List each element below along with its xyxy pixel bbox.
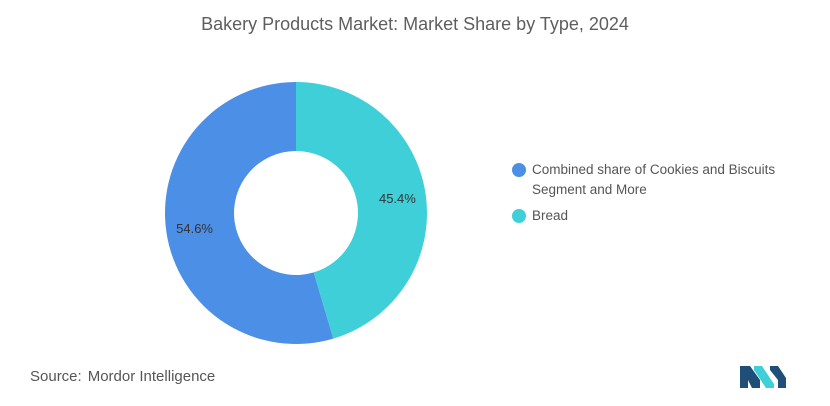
legend-item-cookies-biscuits[interactable]: Combined share of Cookies and Biscuits S… <box>512 160 812 200</box>
legend-swatch-cookies-biscuits <box>512 163 526 177</box>
legend: Combined share of Cookies and Biscuits S… <box>512 160 812 232</box>
donut-slice-label-1: 45.4% <box>379 191 416 206</box>
donut-slice-1[interactable] <box>296 81 427 339</box>
legend-swatch-bread <box>512 209 526 223</box>
donut-slice-label-0: 54.6% <box>176 221 213 236</box>
donut-slice-0[interactable] <box>164 82 334 344</box>
source-label: Source: <box>30 368 82 385</box>
legend-item-bread[interactable]: Bread <box>512 206 812 226</box>
source-note: Source: Mordor Intelligence <box>30 368 215 385</box>
mordor-intelligence-logo-icon <box>740 366 786 388</box>
legend-label-cookies-biscuits: Combined share of Cookies and Biscuits S… <box>532 162 776 197</box>
chart-title: Bakery Products Market: Market Share by … <box>201 14 629 34</box>
source-value: Mordor Intelligence <box>87 368 216 385</box>
legend-label-bread: Bread <box>532 208 569 223</box>
